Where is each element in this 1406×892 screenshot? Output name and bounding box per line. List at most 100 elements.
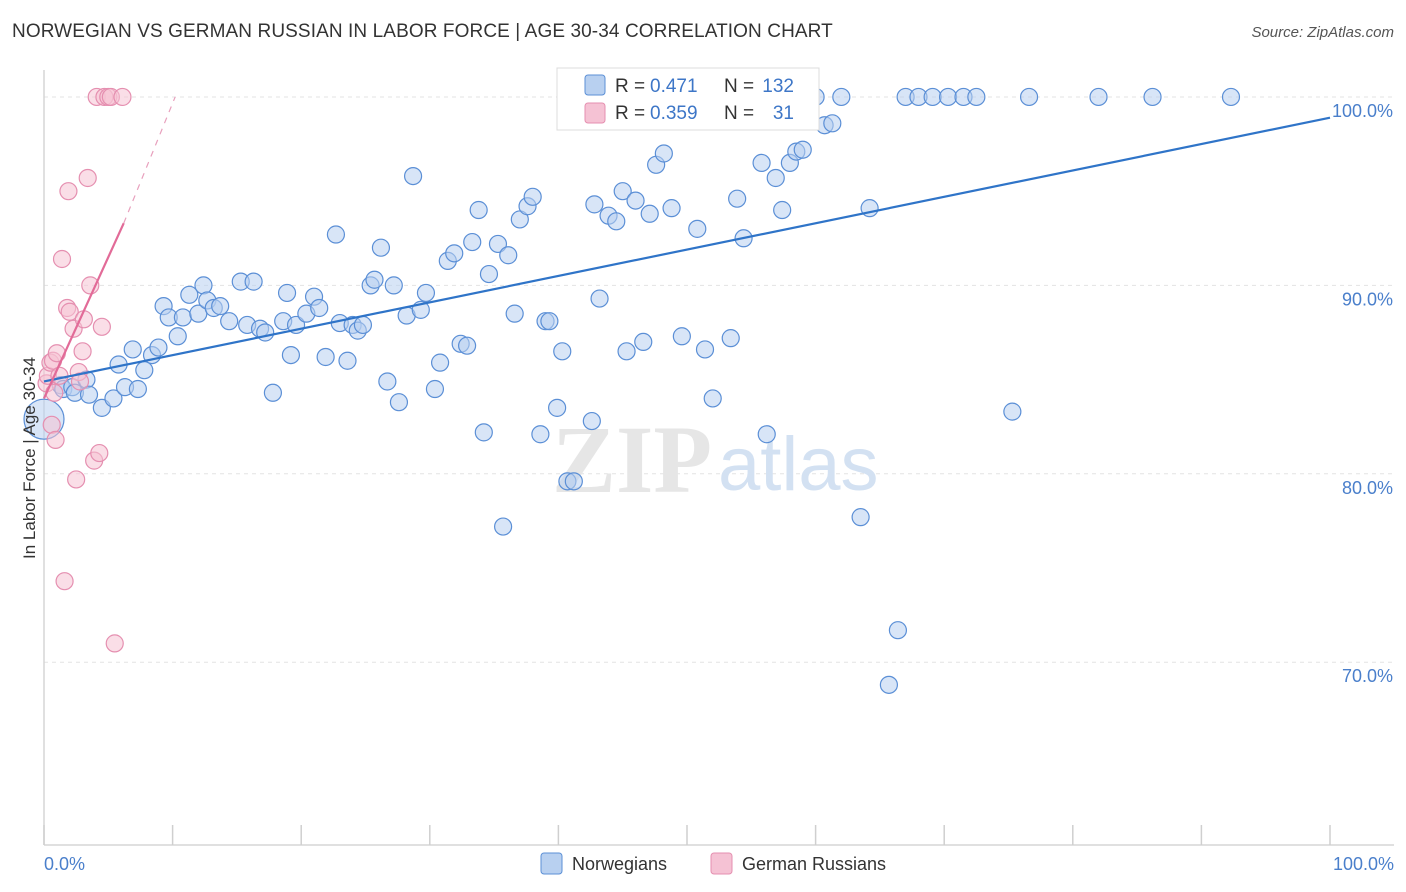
stats-box: R = 0.471 N = 132 R = 0.359 N = 31: [556, 67, 820, 131]
x-ticks: [43, 825, 1331, 845]
point-german-russians: [46, 430, 65, 449]
point-norwegians: [180, 285, 199, 304]
point-norwegians: [378, 372, 397, 391]
point-norwegians: [540, 312, 559, 331]
stats-swatch-german-russians: [584, 102, 606, 124]
point-norwegians: [851, 508, 870, 527]
point-norwegians: [488, 234, 508, 254]
y-tick-labels: 70.0% 80.0% 90.0% 100.0%: [1332, 101, 1393, 686]
point-norwegians: [617, 342, 636, 361]
point-norwegians: [168, 327, 187, 346]
point-norwegians: [523, 187, 542, 206]
point-norwegians: [823, 114, 842, 133]
point-norwegians: [832, 87, 851, 107]
chart-title: NORWEGIAN VS GERMAN RUSSIAN IN LABOR FOR…: [12, 21, 833, 42]
stats-r-label-2: R =: [615, 103, 645, 124]
point-norwegians: [430, 353, 450, 372]
point-norwegians: [123, 340, 142, 359]
x-tick-label-min: 0.0%: [44, 854, 85, 874]
point-norwegians: [967, 87, 986, 107]
point-norwegians: [479, 264, 499, 284]
point-norwegians: [79, 385, 99, 404]
point-german-russians: [60, 302, 79, 321]
point-norwegians: [263, 383, 283, 402]
point-norwegians: [640, 204, 659, 223]
point-german-russians: [59, 182, 78, 201]
point-german-russians: [55, 572, 74, 591]
point-norwegians: [211, 297, 230, 316]
trend-line-german-russians: [42, 222, 125, 399]
point-norwegians: [662, 199, 681, 218]
source-label: Source: ZipAtlas.com: [1251, 24, 1394, 41]
point-norwegians: [695, 340, 715, 359]
point-norwegians: [149, 338, 168, 357]
point-norwegians: [626, 191, 645, 210]
point-norwegians: [1019, 87, 1039, 107]
stats-r-value-1: 0.471: [650, 76, 698, 97]
point-norwegians: [728, 189, 747, 208]
point-norwegians: [1089, 87, 1108, 107]
point-norwegians: [703, 389, 722, 408]
legend-label-german-russians[interactable]: German Russians: [742, 854, 886, 874]
point-norwegians: [548, 398, 567, 417]
point-norwegians: [499, 246, 518, 265]
point-norwegians: [474, 423, 493, 442]
point-norwegians: [688, 219, 707, 238]
stats-n-label-1: N =: [724, 76, 754, 97]
x-tick-label-max: 100.0%: [1333, 854, 1394, 874]
point-norwegians: [582, 411, 601, 431]
point-norwegians: [281, 345, 301, 365]
point-norwegians: [194, 276, 213, 295]
point-norwegians: [469, 200, 488, 220]
legend: Norwegians German Russians: [540, 852, 886, 875]
series-norwegians: [23, 87, 1241, 694]
point-german-russians: [42, 415, 61, 434]
point-norwegians: [613, 182, 632, 201]
legend-swatch-norwegians[interactable]: [540, 852, 563, 875]
point-norwegians: [104, 389, 123, 408]
point-norwegians: [757, 425, 776, 444]
point-norwegians: [425, 379, 445, 399]
point-german-russians: [67, 470, 86, 489]
point-norwegians: [553, 342, 572, 361]
point-norwegians: [445, 244, 464, 263]
point-german-russians: [73, 342, 92, 361]
point-norwegians: [1003, 402, 1022, 421]
y-tick-label-70: 70.0%: [1342, 666, 1393, 686]
stats-n-value-2: 31: [773, 103, 794, 124]
stats-r-value-2: 0.359: [650, 103, 698, 124]
point-german-russians: [78, 168, 97, 188]
point-norwegians: [766, 168, 785, 188]
point-german-russians: [90, 443, 109, 463]
point-norwegians: [220, 312, 239, 331]
point-norwegians: [634, 332, 653, 352]
point-norwegians: [672, 327, 691, 346]
point-norwegians: [389, 393, 409, 412]
trend-line-norwegians: [43, 116, 1331, 383]
point-norwegians: [1221, 87, 1241, 107]
point-norwegians: [128, 379, 147, 399]
point-norwegians: [773, 200, 792, 220]
point-norwegians: [310, 298, 329, 318]
point-norwegians: [752, 153, 771, 173]
point-norwegians: [371, 238, 391, 257]
y-tick-label-90: 90.0%: [1342, 289, 1393, 309]
series-german-russians: [37, 87, 132, 653]
point-norwegians: [457, 336, 477, 355]
point-german-russians: [105, 634, 124, 653]
point-german-russians: [92, 317, 111, 336]
point-norwegians: [505, 304, 524, 323]
point-norwegians: [879, 675, 899, 694]
point-norwegians: [938, 87, 958, 107]
y-tick-label-80: 80.0%: [1342, 478, 1393, 498]
point-norwegians: [721, 329, 740, 348]
point-norwegians: [365, 270, 384, 289]
legend-label-norwegians[interactable]: Norwegians: [572, 854, 667, 874]
point-german-russians: [52, 249, 72, 269]
point-norwegians: [416, 283, 436, 303]
watermark-zip: ZIP: [552, 406, 712, 513]
legend-swatch-german-russians[interactable]: [710, 852, 733, 875]
stats-r-label-1: R =: [615, 76, 645, 97]
watermark-atlas: atlas: [718, 422, 879, 507]
